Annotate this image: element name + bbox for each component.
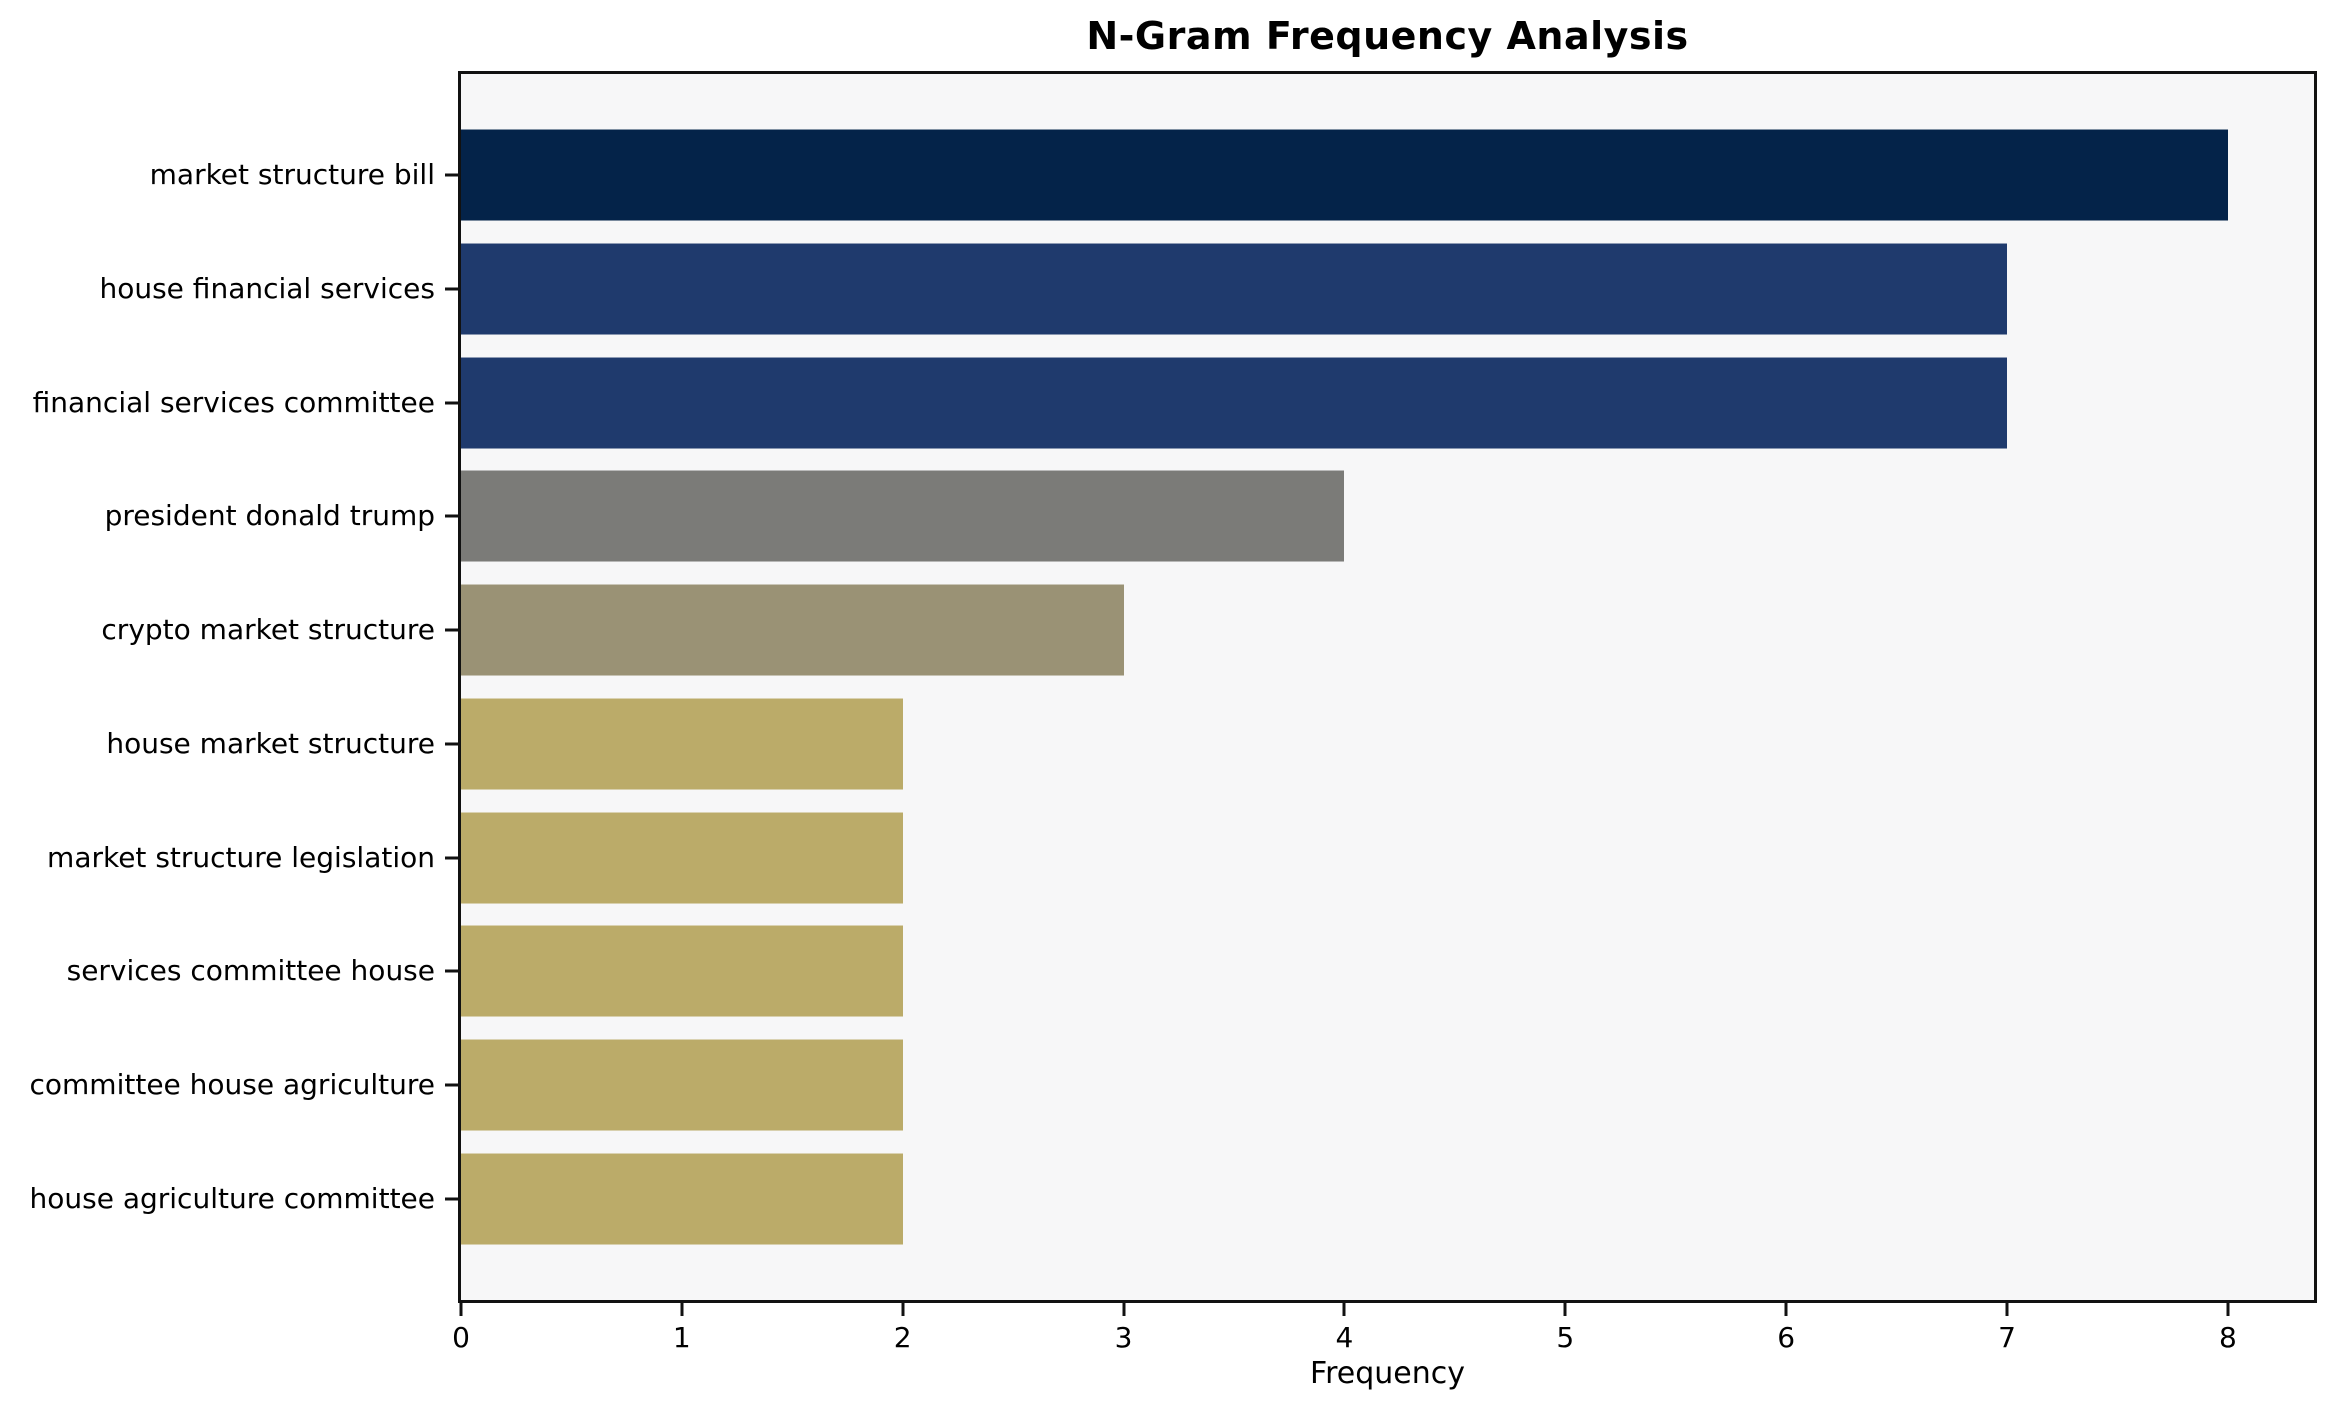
bar-president-donald-trump [461,470,1345,562]
y-tick-label-house-financial-services: house financial services [99,271,435,305]
bar-market-structure-bill [461,129,2228,221]
y-tick-mark [445,287,458,291]
x-tick-label-0: 0 [452,1321,470,1354]
y-tick-mark [445,1083,458,1087]
bar-financial-services-committee [461,357,2007,449]
x-tick-label-1: 1 [672,1321,691,1354]
x-tick-mark [2226,1303,2230,1316]
y-tick-mark [445,742,458,746]
y-tick-mark [445,969,458,973]
y-tick-label-crypto-market-structure: crypto market structure [101,613,435,647]
y-tick-label-committee-house-agriculture: committee house agriculture [29,1068,436,1102]
bar-market-structure-legislation [461,812,903,904]
y-tick-label-house-market-structure: house market structure [106,726,435,760]
x-tick-mark [1563,1303,1567,1316]
x-tick-label-2: 2 [893,1321,912,1354]
x-tick-mark [2005,1303,2009,1316]
y-tick-label-financial-services-committee: financial services committee [32,385,435,419]
x-tick-label-8: 8 [2218,1321,2237,1354]
y-tick-mark [445,856,458,860]
bar-house-financial-services [461,243,2007,335]
x-tick-label-6: 6 [1777,1321,1796,1354]
y-tick-label-market-structure-bill: market structure bill [149,158,435,192]
plot-area: market structure bill house financial ser… [30,71,2317,1352]
chart-title: N-Gram Frequency Analysis [1086,14,1689,58]
y-tick-label-market-structure-legislation: market structure legislation [47,840,435,874]
x-axis-label: Frequency [1310,1356,1465,1391]
bar-house-market-structure [461,698,903,790]
y-tick-mark [445,173,458,177]
y-tick-mark [445,1197,458,1201]
x-tick-label-4: 4 [1335,1321,1354,1354]
x-tick-mark [680,1303,684,1316]
y-tick-label-services-committee-house: services committee house [66,954,435,988]
x-tick-mark [459,1303,463,1316]
bar-crypto-market-structure [461,584,1124,676]
x-tick-mark [1342,1303,1346,1316]
x-tick-mark [901,1303,905,1316]
y-tick-mark [445,514,458,518]
y-tick-label-house-agriculture-committee: house agriculture committee [29,1181,436,1215]
x-tick-label-3: 3 [1114,1321,1133,1354]
y-tick-label-president-donald-trump: president donald trump [104,499,435,533]
bar-services-committee-house [461,925,903,1017]
x-tick-label-5: 5 [1556,1321,1575,1354]
x-tick-mark [1122,1303,1126,1316]
y-tick-mark [445,628,458,632]
bar-committee-house-agriculture [461,1039,903,1131]
bar-house-agriculture-committee [461,1153,903,1245]
x-tick-mark [1784,1303,1788,1316]
y-tick-mark [445,401,458,405]
x-tick-label-7: 7 [1998,1321,2016,1354]
